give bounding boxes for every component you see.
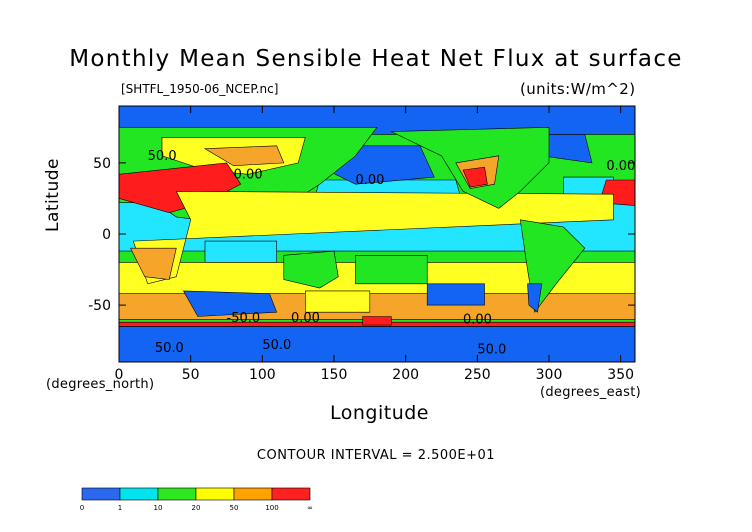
y-tick-label: -50 xyxy=(88,298,111,314)
units-label: (units:W/m^2) xyxy=(520,80,636,98)
x-tick-label: 0 xyxy=(115,367,124,383)
colorbar-swatch xyxy=(195,487,235,501)
file-label: [SHTFL_1950-06_NCEP.nc] xyxy=(121,82,279,96)
colorbar-swatch xyxy=(157,487,197,501)
x-tick-label: 200 xyxy=(392,367,419,383)
colorbar-tick-label: ∞ xyxy=(307,504,313,512)
x-tick-label: 100 xyxy=(249,367,276,383)
colorbar-tick-label: 50 xyxy=(230,504,239,512)
contour-label: -50.0 xyxy=(227,311,261,326)
colorbar-swatch xyxy=(81,487,121,501)
flux-region-moderate xyxy=(283,250,339,289)
flux-region-negative xyxy=(426,283,485,306)
x-axis: 0 50 100 150 200 250 300 350 xyxy=(115,106,634,383)
y-tick-label: 50 xyxy=(93,156,111,172)
contour-interval: CONTOUR INTERVAL = 2.500E+01 xyxy=(256,448,496,463)
colorbar-tick-label: 100 xyxy=(265,504,278,512)
flux-region-extreme xyxy=(362,316,392,326)
contour-label: 0.00 xyxy=(234,168,263,183)
y-tick-label: 0 xyxy=(102,227,111,243)
colorbar-swatch xyxy=(271,487,311,501)
contour-label: 50.0 xyxy=(148,149,177,164)
flux-region-low xyxy=(204,240,278,263)
flux-region-high xyxy=(203,145,285,167)
colorbar-tick-label: 20 xyxy=(192,504,201,512)
colorbar-tick-label: 0 xyxy=(80,504,84,512)
x-tick-label: 150 xyxy=(321,367,348,383)
colorbar-tick-label: 1 xyxy=(118,504,122,512)
flux-region-extreme xyxy=(462,166,488,188)
contour-label: 50.0 xyxy=(155,341,184,356)
x-axis-units: (degrees_east) xyxy=(540,385,642,400)
colorbar: 0 1 10 20 50 100 ∞ xyxy=(80,487,313,512)
contour-label: 0.00 xyxy=(463,313,492,328)
y-axis-label: Latitude xyxy=(43,158,63,232)
x-axis-label: Longitude xyxy=(330,402,429,424)
colorbar-swatch xyxy=(119,487,159,501)
flux-region-moderate xyxy=(355,255,428,285)
flux-region-high xyxy=(130,247,177,280)
contour-label: 0.00 xyxy=(606,159,635,174)
flux-region-negative xyxy=(527,283,543,313)
contour-label: 0.00 xyxy=(291,311,320,326)
y-axis: -50 0 50 xyxy=(88,156,635,314)
y-axis-units: (degrees_north) xyxy=(46,377,155,392)
contour-label: 0.00 xyxy=(356,173,385,188)
flux-region-elevated xyxy=(304,290,371,313)
flux-region-negative xyxy=(119,326,635,362)
contour-label: 50.0 xyxy=(477,342,506,357)
flux-field xyxy=(119,106,635,362)
x-tick-label: 50 xyxy=(182,367,200,383)
x-tick-label: 250 xyxy=(464,367,491,383)
x-tick-label: 350 xyxy=(607,367,634,383)
x-tick-label: 300 xyxy=(536,367,563,383)
chart-title: Monthly Mean Sensible Heat Net Flux at s… xyxy=(69,46,683,72)
contour-label: 50.0 xyxy=(262,338,291,353)
colorbar-tick-label: 10 xyxy=(154,504,163,512)
colorbar-swatch xyxy=(233,487,273,501)
flux-region-negative xyxy=(182,290,278,317)
